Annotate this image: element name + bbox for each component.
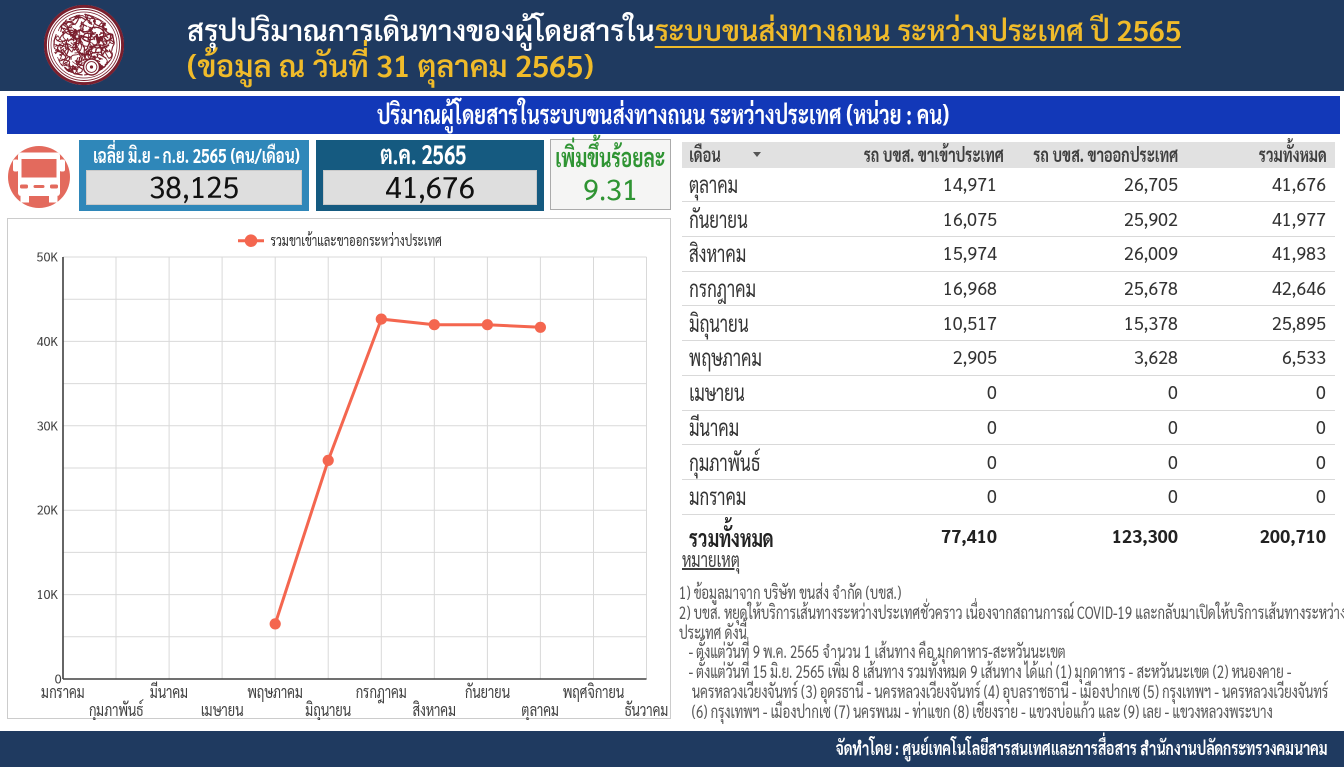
svg-text:50K: 50K	[37, 249, 59, 265]
svg-text:เมษายน: เมษายน	[201, 698, 245, 720]
svg-text:30K: 30K	[37, 417, 59, 433]
svg-text:0: 0	[55, 671, 62, 687]
svg-text:รวมขาเข้าและขาออกระหว่างประเทศ: รวมขาเข้าและขาออกระหว่างประเทศ	[271, 231, 442, 250]
svg-text:พฤศจิกายน: พฤศจิกายน	[563, 680, 625, 703]
svg-text:มีนาคม: มีนาคม	[150, 680, 188, 703]
svg-text:กุมภาพันธ์: กุมภาพันธ์	[89, 698, 143, 720]
svg-text:มิถุนายน: มิถุนายน	[305, 698, 352, 720]
svg-text:มกราคม: มกราคม	[41, 680, 85, 703]
svg-text:กันยายน: กันยายน	[465, 680, 511, 703]
svg-text:พฤษภาคม: พฤษภาคม	[247, 680, 303, 703]
svg-text:สิงหาคม: สิงหาคม	[412, 698, 456, 720]
svg-text:กรกฎาคม: กรกฎาคม	[356, 680, 407, 705]
svg-text:ธันวาคม: ธันวาคม	[624, 698, 668, 720]
svg-text:20K: 20K	[37, 502, 59, 518]
svg-text:ตุลาคม: ตุลาคม	[522, 698, 559, 720]
svg-text:10K: 10K	[37, 586, 59, 602]
svg-text:40K: 40K	[37, 333, 59, 349]
